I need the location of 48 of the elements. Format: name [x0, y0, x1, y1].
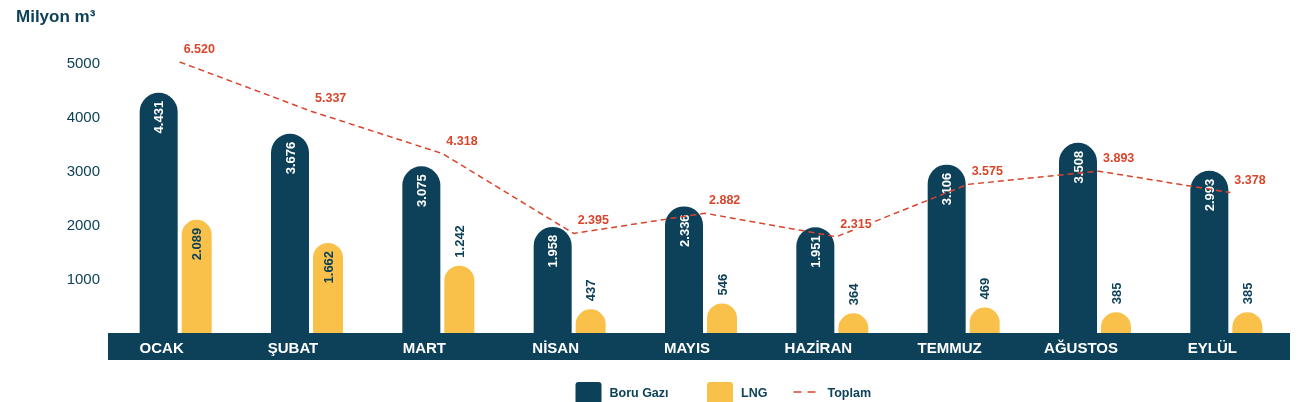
data-label: 2.993	[1201, 178, 1217, 212]
x-tick-label: EYLÜL	[1187, 339, 1237, 356]
data-label: 1.662	[320, 250, 336, 284]
x-tick-label: AĞUSTOS	[1044, 339, 1118, 356]
data-label: 4.431	[151, 100, 167, 134]
legend-label: Toplam	[827, 386, 872, 400]
data-label: 2.315	[840, 216, 872, 231]
x-tick-label: MART	[402, 339, 446, 356]
data-label: 5.337	[315, 91, 347, 106]
data-label: 3.676	[282, 141, 298, 175]
legend-label: LNG	[741, 386, 768, 400]
legend-label: Boru Gazı	[609, 386, 669, 400]
x-tick-label: ŞUBAT	[267, 339, 319, 356]
y-tick-label: 2000	[66, 216, 100, 234]
data-label: 1.951	[807, 235, 823, 268]
data-label: 3.106	[939, 172, 955, 206]
bar	[181, 219, 212, 333]
x-tick-label: MAYIS	[663, 339, 711, 356]
data-label: 2.089	[189, 227, 205, 261]
data-label: 469	[977, 277, 993, 300]
data-label: 2.395	[577, 213, 609, 228]
data-label: 4.318	[446, 133, 478, 148]
y-axis-title: Milyon m³	[16, 7, 96, 26]
data-label: 3.893	[1103, 151, 1135, 166]
x-tick-label: HAZİRAN	[784, 339, 853, 356]
data-label: 385	[1239, 282, 1255, 305]
data-label: 2.882	[709, 193, 741, 208]
data-label: 364	[845, 282, 861, 306]
data-label: 1.242	[451, 225, 467, 258]
y-tick-label: 5000	[66, 53, 100, 71]
bar	[313, 242, 343, 333]
data-label: 3.508	[1070, 150, 1086, 184]
bar	[444, 265, 475, 333]
data-label: 385	[1108, 282, 1124, 305]
data-label: 6.520	[183, 42, 215, 56]
y-tick-label: 3000	[66, 161, 100, 179]
x-tick-label: OCAK	[139, 339, 184, 356]
data-label: 546	[714, 273, 730, 296]
data-label: 437	[583, 279, 599, 302]
data-label: 2.336	[676, 214, 692, 247]
data-label: 3.378	[1234, 172, 1266, 187]
data-label: 1.958	[545, 234, 561, 268]
data-label: 3.575	[971, 164, 1003, 179]
x-tick-label: TEMMUZ	[917, 339, 982, 356]
data-label: 3.075	[413, 174, 429, 207]
y-tick-label: 4000	[66, 107, 100, 125]
x-tick-label: NİSAN	[532, 339, 579, 356]
y-tick-label: 1000	[66, 270, 100, 288]
